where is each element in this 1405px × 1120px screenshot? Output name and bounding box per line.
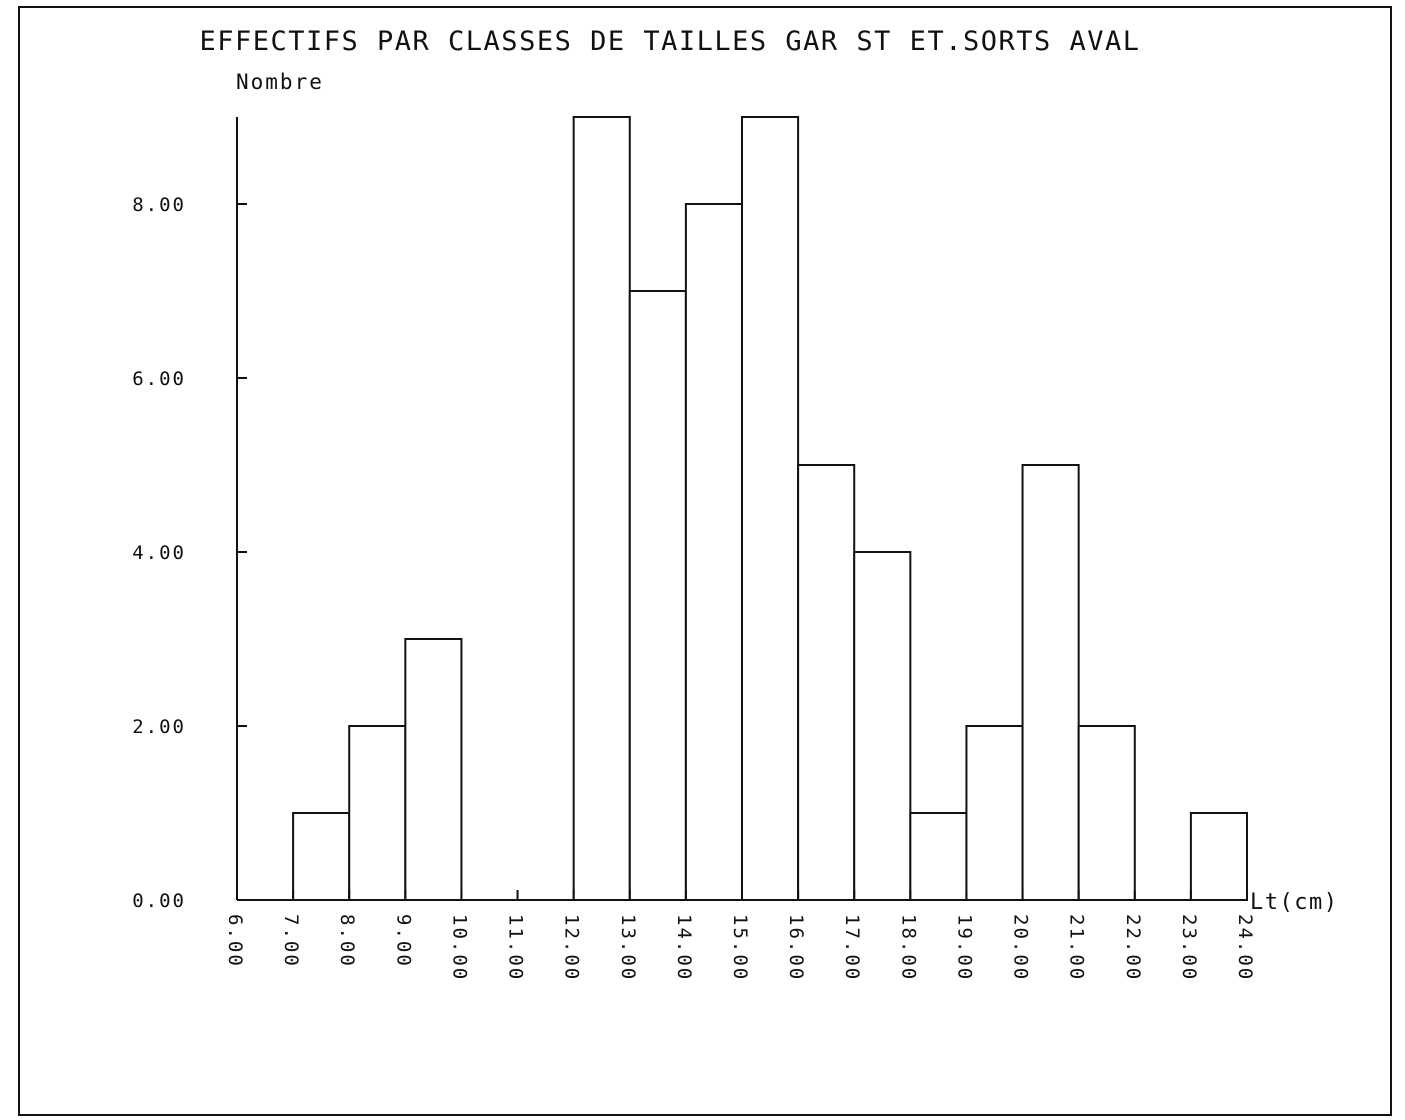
bar-17: [1189, 812, 1249, 901]
y-tick-label-4: 8.00: [132, 194, 186, 216]
x-tick-label-17: 23.00: [1178, 914, 1200, 981]
bar-3: [404, 638, 463, 901]
x-tick-label-15: 21.00: [1066, 914, 1088, 981]
x-tick-label-10: 16.00: [785, 914, 807, 981]
x-tick-label-12: 18.00: [897, 914, 919, 981]
bar-11: [853, 551, 912, 901]
bar-15: [1077, 725, 1136, 901]
bar-14: [1021, 464, 1080, 901]
x-tick-label-9: 15.00: [729, 914, 751, 981]
bar-10: [797, 464, 856, 901]
x-tick-label-6: 12.00: [561, 914, 583, 981]
x-tick-label-14: 20.00: [1010, 914, 1032, 981]
x-tick-label-13: 19.00: [953, 914, 975, 981]
y-tick-label-0: 0.00: [132, 890, 186, 912]
bar-1: [292, 812, 351, 901]
x-tick-label-4: 10.00: [448, 914, 470, 981]
y-tick-label-3: 6.00: [132, 368, 186, 390]
y-axis-label: Nombre: [236, 70, 324, 94]
chart-title: EFFECTIFS PAR CLASSES DE TAILLES GAR ST …: [199, 26, 1140, 57]
x-ticks-layer: 6.00 7.00 8.00 9.00 10.00 11.00 12.00 13.00 14.0…: [224, 890, 1256, 981]
x-axis-label: Lt(cm): [1250, 890, 1338, 915]
x-tick-label-1: 7.00: [280, 914, 302, 968]
bar-2: [348, 725, 407, 901]
x-tick-label-7: 13.00: [617, 914, 639, 981]
bar-6: [572, 116, 631, 901]
x-tick-label-3: 9.00: [392, 914, 414, 968]
chart-frame: [18, 6, 1392, 1116]
x-tick-label-2: 8.00: [336, 914, 358, 968]
bar-7: [628, 290, 687, 901]
x-tick-label-0: 6.00: [224, 914, 246, 968]
y-ticks-layer: 0.00 2.00 4.00 6.00 8.00: [132, 194, 247, 912]
x-tick-label-11: 17.00: [841, 914, 863, 981]
x-tick-label-18: 24.00: [1234, 914, 1256, 981]
bar-9: [741, 116, 800, 901]
x-tick-label-8: 14.00: [673, 914, 695, 981]
y-tick-label-1: 2.00: [132, 716, 186, 738]
bar-13: [965, 725, 1024, 901]
bar-12: [909, 812, 968, 901]
x-tick-label-5: 11.00: [505, 914, 527, 981]
bar-8: [684, 203, 744, 901]
bars-layer: [292, 116, 1249, 901]
x-tick-label-16: 22.00: [1122, 914, 1144, 981]
y-tick-label-2: 4.00: [132, 542, 186, 564]
